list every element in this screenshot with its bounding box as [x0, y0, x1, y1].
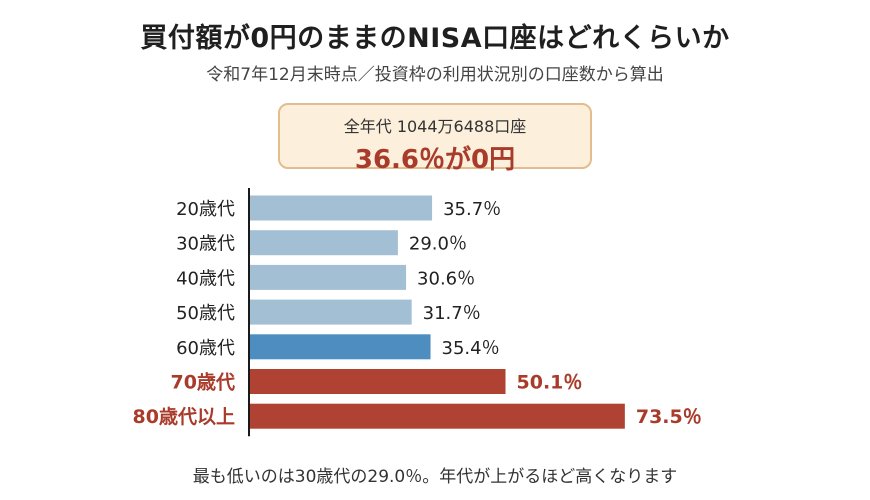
bar-3 [250, 264, 407, 290]
summary-zero-rate: 36.6％が0円 [354, 145, 516, 175]
bar-5 [250, 334, 431, 360]
value-label-4: 31.7％ [423, 303, 481, 324]
chart-subtitle: 令和7年12月末時点／投資枠の利用状況別の口座数から算出 [206, 65, 664, 85]
bar-4 [250, 299, 412, 325]
chart-footnote: 最も低いのは30歳代の29.0％。年代が上がるほど高くなります [192, 467, 678, 487]
value-label-3: 30.6％ [417, 268, 475, 289]
value-label-7: 73.5％ [636, 406, 702, 428]
summary-box: 全年代 1044万6488口座 36.6％が0円 [278, 103, 592, 175]
chart-title: 買付額が0円のままのNISA口座はどれくらいか [140, 23, 730, 54]
category-label-2: 30歳代 [176, 234, 235, 255]
value-label-6: 50.1％ [517, 372, 583, 394]
bar-1 [250, 195, 433, 221]
category-label-7: 80歳代以上 [133, 406, 235, 428]
value-label-5: 35.4％ [442, 338, 500, 359]
bar-2 [250, 230, 398, 256]
category-label-6: 70歳代 [171, 372, 235, 394]
category-label-1: 20歳代 [176, 199, 235, 220]
category-label-3: 40歳代 [176, 268, 235, 289]
value-label-1: 35.7％ [443, 199, 501, 220]
bar-7 [250, 403, 625, 429]
summary-total-accounts: 全年代 1044万6488口座 [343, 117, 527, 136]
category-label-4: 50歳代 [176, 303, 235, 324]
bar-6 [250, 369, 506, 394]
category-label-5: 60歳代 [176, 338, 235, 359]
value-label-2: 29.0％ [409, 234, 467, 255]
